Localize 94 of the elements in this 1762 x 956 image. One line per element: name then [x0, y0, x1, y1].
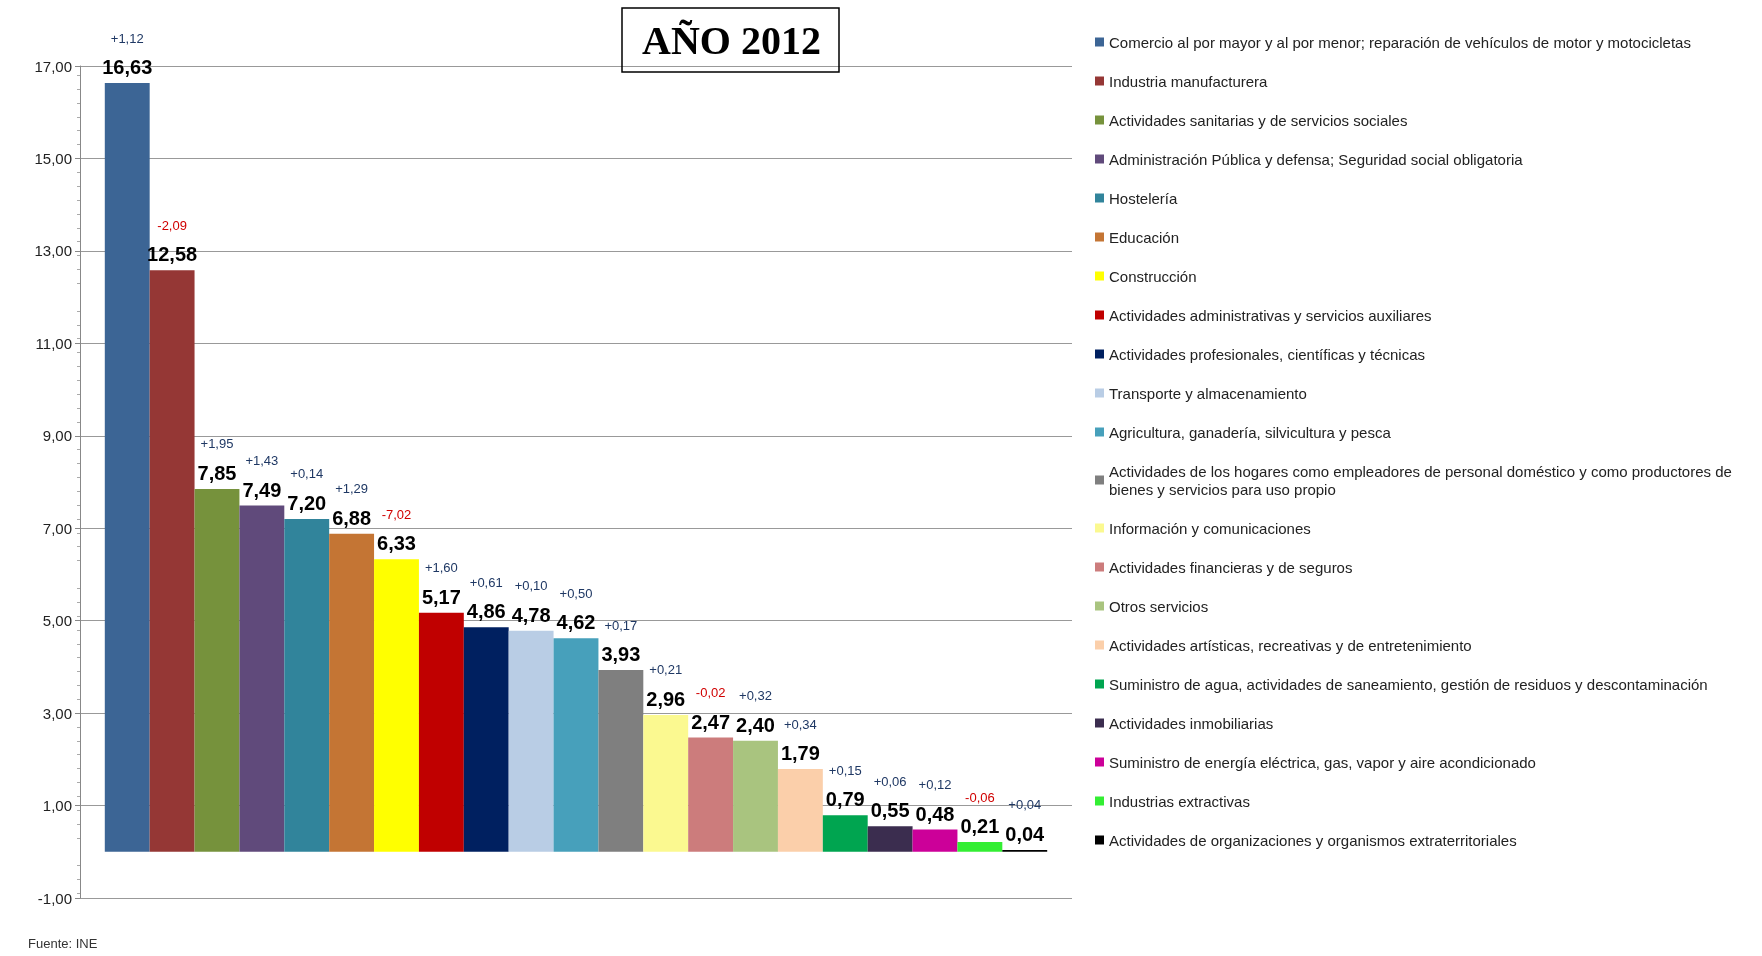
- legend-label: Actividades sanitarias y de servicios sociales: [1109, 111, 1408, 129]
- data-label: 4,78: [511, 603, 551, 626]
- legend-label: Administración Pública y defensa; Seguridad social obligatoria: [1109, 150, 1524, 168]
- data-label: 2,40: [736, 713, 775, 736]
- legend-label: Otros servicios: [1109, 597, 1209, 615]
- bar: [553, 638, 599, 852]
- bar: [822, 815, 868, 852]
- y-tick-label: 11,00: [35, 334, 72, 352]
- bar: [643, 714, 689, 852]
- legend-label: Actividades de los hogares como empleadores de personal doméstico y como productores de bienes y servicios para uso propio: [1109, 462, 1737, 498]
- y-tick-label: 13,00: [34, 242, 72, 260]
- bar: [239, 505, 285, 852]
- bar: [957, 842, 1003, 852]
- legend-label: Suministro de energía eléctrica, gas, vapor y aire acondicionado: [1109, 753, 1536, 771]
- legend-label: Transporte y almacenamiento: [1109, 384, 1307, 402]
- legend-label: Industria manufacturera: [1109, 72, 1269, 90]
- bar: [867, 826, 913, 852]
- bar: [104, 83, 150, 852]
- legend-label: Construcción: [1109, 267, 1197, 285]
- annotation: +0,12: [918, 777, 952, 793]
- annotation: +1,43: [245, 453, 279, 469]
- legend-label: Educación: [1109, 228, 1180, 246]
- bar: [733, 740, 778, 852]
- annotation: +1,95: [200, 436, 234, 452]
- bar: [329, 533, 375, 852]
- data-label: 6,33: [377, 532, 416, 555]
- y-tick-label: 15,00: [34, 149, 72, 167]
- data-label: 1,79: [780, 742, 820, 765]
- bar: [149, 270, 195, 852]
- legend-label: Comercio al por mayor y al por menor; reparación de vehículos de motor y motocicletas: [1109, 33, 1691, 51]
- data-label: 0,04: [1005, 822, 1046, 845]
- annotation: +0,21: [649, 662, 683, 678]
- bar: [418, 612, 464, 852]
- legend-label: Actividades financieras y de seguros: [1109, 558, 1353, 576]
- data-label: 5,17: [421, 585, 461, 608]
- data-label: 6,88: [332, 506, 372, 529]
- data-label: 7,49: [242, 478, 282, 501]
- annotation: -7,02: [381, 506, 412, 522]
- bar: [598, 670, 644, 852]
- data-label: 3,93: [601, 643, 641, 666]
- bar: [777, 769, 823, 852]
- legend-label: Actividades profesionales, científicas y técnicas: [1109, 345, 1425, 363]
- data-label: 7,85: [197, 461, 237, 484]
- annotation: +0,61: [469, 574, 503, 590]
- legend-label: Actividades inmobiliarias: [1109, 714, 1274, 732]
- source-note: Fuente: INE: [28, 936, 98, 951]
- annotation: +0,50: [559, 585, 593, 601]
- legend-label: Información y comunicaciones: [1109, 519, 1311, 537]
- y-tick-label: -1,00: [37, 889, 72, 907]
- legend-label: Actividades artísticas, recreativas y de entretenimiento: [1109, 636, 1472, 654]
- annotation: +0,17: [604, 617, 638, 633]
- y-tick-label: 5,00: [42, 612, 72, 630]
- data-label: 16,63: [102, 56, 153, 79]
- annotation: +0,15: [828, 762, 862, 778]
- data-label: 2,47: [691, 710, 731, 733]
- legend-label: Agricultura, ganadería, silvicultura y pesca: [1109, 423, 1392, 441]
- y-tick-label: 1,00: [42, 797, 72, 815]
- y-tick-label: 9,00: [42, 427, 72, 445]
- annotation: +0,34: [783, 716, 817, 732]
- legend-label: Hostelería: [1109, 189, 1179, 207]
- bar: [374, 559, 419, 852]
- annotation: +0,14: [290, 466, 324, 482]
- data-label: 0,21: [960, 815, 1000, 838]
- annotation: +0,10: [514, 578, 548, 594]
- chart-title: AÑO 2012: [642, 17, 821, 63]
- legend-label: Suministro de agua, actividades de saneamiento, gestión de residuos y descontaminación: [1109, 675, 1708, 693]
- bar: [508, 630, 554, 852]
- bar: [688, 737, 734, 852]
- data-label: 0,79: [825, 788, 865, 811]
- data-label: 4,62: [556, 611, 596, 634]
- annotation: -0,02: [695, 685, 726, 701]
- bar: [194, 488, 240, 852]
- bar: [463, 627, 509, 852]
- annotation: +1,29: [335, 481, 369, 497]
- annotation: +0,32: [739, 688, 772, 704]
- annotation: +1,60: [424, 560, 458, 576]
- annotation: -0,06: [965, 789, 995, 805]
- annotation: -2,09: [157, 217, 187, 233]
- bar: [284, 518, 330, 852]
- y-tick-label: 17,00: [34, 57, 72, 75]
- legend-label: Actividades de organizaciones y organismos extraterritoriales: [1109, 831, 1517, 849]
- data-label: 4,86: [466, 600, 506, 623]
- bar: [912, 829, 958, 852]
- data-label: 7,20: [287, 491, 327, 514]
- legend-label: Actividades administrativas y servicios auxiliares: [1109, 306, 1432, 324]
- y-tick-label: 7,00: [42, 519, 72, 537]
- data-label: 0,55: [870, 799, 910, 822]
- data-label: 0,48: [915, 802, 955, 825]
- legend-label: Industrias extractivas: [1109, 792, 1250, 810]
- y-tick-label: 3,00: [42, 704, 72, 722]
- text: +1,12: [110, 30, 144, 46]
- annotation: +0,04: [1008, 797, 1042, 813]
- data-label: 2,96: [646, 687, 686, 710]
- annotation: +0,06: [873, 773, 907, 789]
